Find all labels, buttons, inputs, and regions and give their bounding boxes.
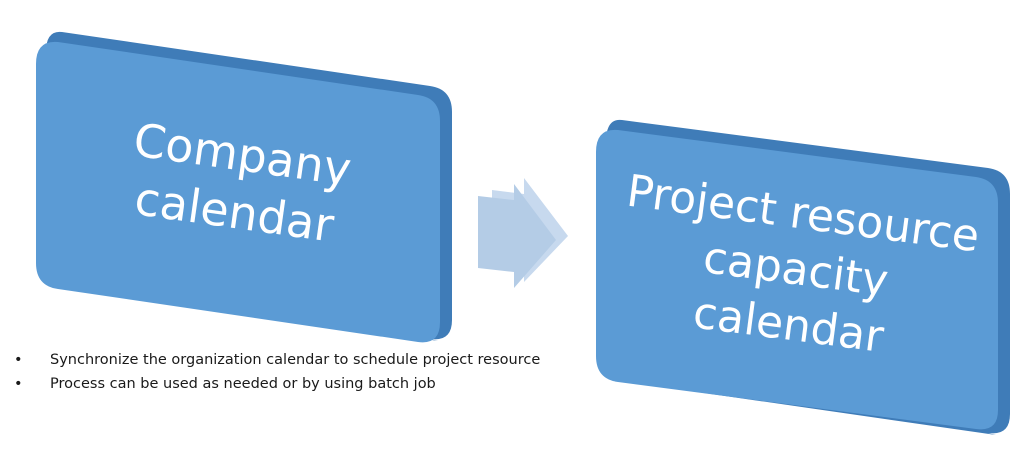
source-box-face <box>36 41 440 343</box>
note-text: Process can be used as needed or by usin… <box>50 376 436 392</box>
target-box-face <box>596 129 998 430</box>
target-box: Project resource capacity calendar <box>596 119 1010 435</box>
notes-list: • Synchronize the organization calendar … <box>10 348 540 396</box>
bullet-icon: • <box>14 352 23 368</box>
note-text: Synchronize the organization calendar to… <box>50 352 541 368</box>
arrow-face <box>478 184 556 288</box>
source-box: Company calendar <box>36 31 452 343</box>
right-arrow-icon <box>478 178 568 288</box>
note-item: • Synchronize the organization calendar … <box>10 348 540 372</box>
bullet-icon: • <box>14 376 23 392</box>
note-item: • Process can be used as needed or by us… <box>10 372 540 396</box>
